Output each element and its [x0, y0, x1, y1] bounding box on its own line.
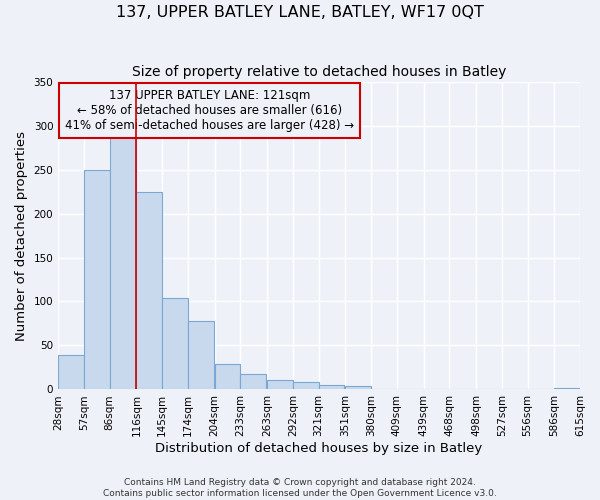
Bar [110, 134, 136, 390]
Bar [554, 388, 580, 390]
Bar [58, 355, 84, 390]
Bar [267, 380, 293, 390]
Bar [476, 388, 502, 390]
Bar [293, 382, 319, 390]
Title: Size of property relative to detached houses in Batley: Size of property relative to detached ho… [132, 65, 506, 79]
Bar [136, 192, 162, 390]
Bar [215, 364, 241, 390]
Text: Contains HM Land Registry data © Crown copyright and database right 2024.
Contai: Contains HM Land Registry data © Crown c… [103, 478, 497, 498]
Bar [241, 374, 266, 390]
Bar [84, 170, 110, 390]
Bar [371, 388, 397, 390]
Text: 137, UPPER BATLEY LANE, BATLEY, WF17 0QT: 137, UPPER BATLEY LANE, BATLEY, WF17 0QT [116, 5, 484, 20]
Y-axis label: Number of detached properties: Number of detached properties [15, 130, 28, 340]
Text: 137 UPPER BATLEY LANE: 121sqm
← 58% of detached houses are smaller (616)
41% of : 137 UPPER BATLEY LANE: 121sqm ← 58% of d… [65, 90, 354, 132]
Bar [188, 321, 214, 390]
Bar [319, 385, 344, 390]
Bar [346, 386, 371, 390]
Bar [162, 298, 188, 390]
X-axis label: Distribution of detached houses by size in Batley: Distribution of detached houses by size … [155, 442, 483, 455]
